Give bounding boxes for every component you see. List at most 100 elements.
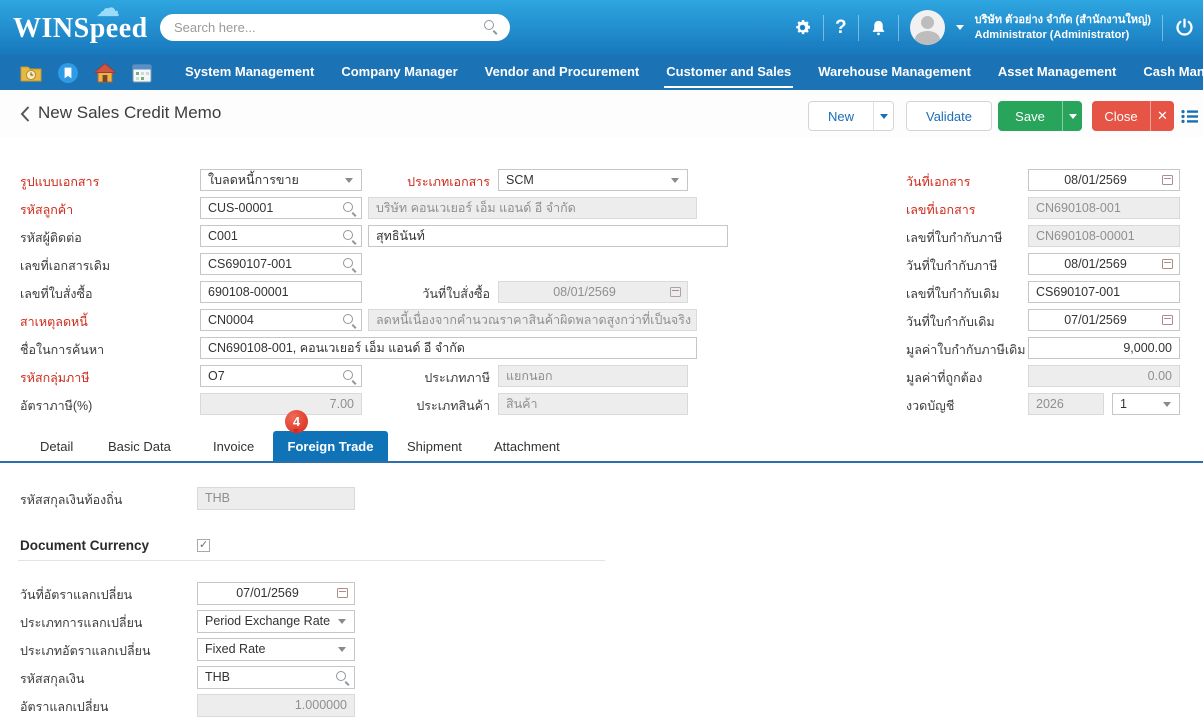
recent-folder-icon[interactable] (20, 62, 42, 84)
page-toolbar: New Sales Credit Memo New Validate Save … (0, 90, 1203, 138)
tab-basic-data[interactable]: Basic Data (108, 439, 171, 454)
orig-tax-invoice-date-label: วันที่ใบกำกับเดิม (906, 315, 995, 329)
nav-item-asset-management[interactable]: Asset Management (997, 64, 1117, 79)
tax-rate-label: อัตราภาษี(%) (20, 399, 93, 413)
rate-type-select[interactable]: Fixed Rate (197, 638, 355, 661)
po-date-label: วันที่ใบสั่งซื้อ (422, 287, 490, 301)
orig-tax-invoice-amount-field[interactable]: 9,000.00 (1028, 337, 1180, 359)
home-icon[interactable] (94, 62, 116, 84)
orig-tax-invoice-amount-label: มูลค่าใบกำกับภาษีเดิม (906, 343, 1026, 357)
calendar-picker-icon[interactable] (1162, 175, 1173, 185)
search-input[interactable] (174, 15, 474, 39)
save-button-label[interactable]: Save (1015, 108, 1045, 124)
app-logo[interactable]: WINSpeed (13, 13, 148, 44)
back-icon[interactable] (20, 106, 30, 127)
power-icon[interactable] (1174, 17, 1195, 38)
tax-invoice-no-field: CN690108-00001 (1028, 225, 1180, 247)
currency-code-field[interactable]: THB (197, 666, 355, 689)
close-button[interactable]: Close ✕ (1092, 101, 1174, 131)
close-button-label[interactable]: Close (1104, 108, 1138, 124)
po-no-field[interactable]: 690108-00001 (200, 281, 362, 303)
calendar-picker-icon[interactable] (337, 588, 348, 598)
tab-detail[interactable]: Detail (40, 439, 74, 454)
customer-code-label: รหัสลูกค้า (20, 203, 74, 217)
save-dropdown-caret[interactable] (1062, 101, 1082, 131)
document-currency-title: Document Currency (20, 538, 150, 553)
new-button[interactable]: New (808, 101, 894, 131)
contact-name-field[interactable]: สุทธินันท์ (368, 225, 728, 247)
contact-code-label: รหัสผู้ติดต่อ (20, 231, 82, 245)
doc-type-label: ประเภทเอกสาร (407, 175, 490, 189)
calendar-picker-icon[interactable] (1162, 259, 1173, 269)
document-currency-checkbox[interactable] (197, 538, 210, 552)
orig-tax-invoice-no-field[interactable]: CS690107-001 (1028, 281, 1180, 303)
nav-item-customer-sales[interactable]: Customer and Sales (664, 55, 794, 90)
user-info[interactable]: บริษัท ตัวอย่าง จำกัด (สำนักงานใหญ่) Adm… (975, 13, 1151, 43)
tax-group-field[interactable]: O7 (200, 365, 362, 387)
search-name-field[interactable]: CN690108-001, คอนเวเยอร์ เอ็ม แอนด์ อี จ… (200, 337, 697, 359)
contact-code-field[interactable]: C001 (200, 225, 362, 247)
gear-icon[interactable] (793, 18, 812, 37)
lookup-icon[interactable] (343, 230, 357, 244)
credit-reason-label: สาเหตุลดหนี้ (20, 315, 88, 329)
help-icon[interactable]: ? (835, 16, 847, 38)
nav-item-company-manager[interactable]: Company Manager (341, 64, 458, 79)
search-icon[interactable] (484, 20, 498, 34)
avatar[interactable] (909, 10, 945, 45)
doc-no-label: เลขที่เอกสาร (906, 203, 976, 217)
tax-rate-field: 7.00 (200, 393, 362, 415)
lookup-icon[interactable] (343, 258, 357, 272)
nav-item-warehouse-management[interactable]: Warehouse Management (818, 64, 971, 79)
tax-invoice-date-field[interactable]: 08/01/2569 (1028, 253, 1180, 275)
chevron-down-icon[interactable] (955, 25, 964, 34)
validate-button[interactable]: Validate (906, 101, 992, 131)
doc-format-select[interactable]: ใบลดหนี้การขาย (200, 169, 362, 191)
orig-doc-no-field[interactable]: CS690107-001 (200, 253, 362, 275)
exchange-rate-field: 1.000000 (197, 694, 355, 717)
user-company: บริษัท ตัวอย่าง จำกัด (สำนักงานใหญ่) (974, 13, 1151, 26)
credit-reason-desc-field: ลดหนี้เนื่องจากคำนวณราคาสินค้าผิดพลาดสูง… (368, 309, 697, 331)
validate-button-label[interactable]: Validate (925, 108, 972, 124)
tab-invoice[interactable]: Invoice (213, 439, 255, 454)
exchange-type-select[interactable]: Period Exchange Rate (197, 610, 355, 633)
new-dropdown-caret[interactable] (873, 102, 893, 130)
user-role: Administrator (Administrator) (974, 28, 1130, 41)
doc-date-field[interactable]: 08/01/2569 (1028, 169, 1180, 191)
divider (823, 14, 825, 41)
nav-item-system-management[interactable]: System Management (185, 64, 315, 79)
credit-reason-field[interactable]: CN0004 (200, 309, 362, 331)
tab-foreign-trade[interactable]: Foreign Trade (273, 431, 388, 462)
search-name-label: ชื่อในการค้นหา (20, 343, 105, 357)
customer-code-field[interactable]: CUS-00001 (200, 197, 362, 219)
doc-no-field: CN690108-001 (1028, 197, 1180, 219)
new-button-label[interactable]: New (827, 108, 854, 124)
divider (1162, 14, 1163, 41)
calendar-icon[interactable] (131, 62, 153, 84)
lookup-icon[interactable] (343, 370, 357, 384)
nav-item-cash-management[interactable]: Cash Management (1143, 64, 1203, 79)
bookmark-icon[interactable] (57, 62, 79, 84)
tab-shipment[interactable]: Shipment (407, 439, 462, 454)
rate-type-label: ประเภทอัตราแลกเปลี่ยน (20, 644, 151, 658)
bell-icon[interactable] (870, 19, 887, 37)
calendar-picker-icon[interactable] (1162, 315, 1173, 325)
close-x-icon[interactable]: ✕ (1150, 101, 1174, 131)
global-search[interactable] (160, 14, 510, 41)
lookup-icon[interactable] (336, 671, 350, 685)
accounting-period-select[interactable]: 1 (1112, 393, 1180, 415)
panel-menu-icon[interactable] (1181, 109, 1198, 129)
lookup-icon[interactable] (343, 202, 357, 216)
tab-attachment[interactable]: Attachment (494, 439, 560, 454)
po-no-label: เลขที่ใบสั่งซื้อ (20, 287, 93, 301)
orig-doc-no-label: เลขที่เอกสารเดิม (20, 259, 111, 273)
exchange-date-field[interactable]: 07/01/2569 (197, 582, 355, 605)
save-button[interactable]: Save (998, 101, 1082, 131)
nav-menu: System Management Company Manager Vendor… (185, 55, 1203, 90)
lookup-icon[interactable] (343, 314, 357, 328)
doc-type-select[interactable]: SCM (498, 169, 688, 191)
nav-item-vendor-procurement[interactable]: Vendor and Procurement (484, 64, 640, 79)
local-currency-field: THB (197, 487, 355, 510)
correct-amount-label: มูลค่าที่ถูกต้อง (906, 371, 983, 385)
accounting-year-field: 2026 (1028, 393, 1104, 415)
orig-tax-invoice-date-field[interactable]: 07/01/2569 (1028, 309, 1180, 331)
